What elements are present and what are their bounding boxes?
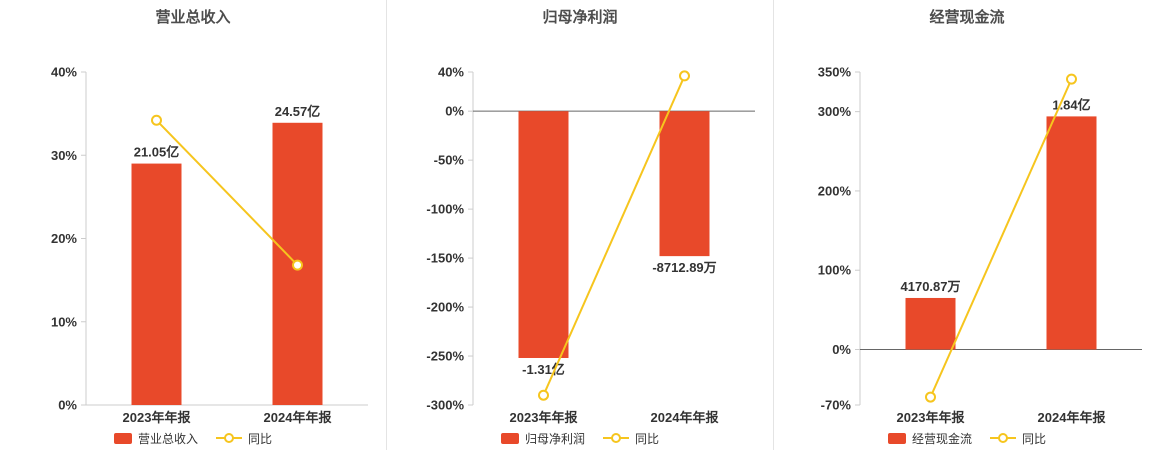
- svg-text:-1.31亿: -1.31亿: [522, 362, 565, 377]
- cash-flow-chart-legend: 经营现金流 同比: [774, 426, 1160, 450]
- revenue-chart-legend: 营业总收入 同比: [0, 426, 386, 450]
- svg-text:-50%: -50%: [434, 153, 465, 168]
- svg-text:2024年年报: 2024年年报: [651, 410, 720, 425]
- line-series-label: 同比: [248, 431, 273, 446]
- line-series-swatch-icon: [216, 433, 242, 444]
- svg-text:2023年年报: 2023年年报: [510, 410, 579, 425]
- bar-series-swatch-icon: [887, 432, 906, 444]
- svg-text:20%: 20%: [51, 231, 77, 246]
- svg-text:-100%: -100%: [426, 202, 464, 217]
- svg-text:40%: 40%: [51, 65, 77, 80]
- chart-title-cash-flow: 经营现金流: [929, 9, 1005, 26]
- chart-panel-net-profit: 归母净利润 40% 0% -50% -100% -150% -200% -250% -300%…: [386, 0, 773, 450]
- svg-text:21.05亿: 21.05亿: [134, 145, 180, 160]
- cash-flow-chart-plot: 350%300%200%100%0%-70%4170.87万1.84亿2023年…: [818, 65, 1142, 425]
- bar-series-swatch-icon: [113, 432, 132, 444]
- bar-series-label: 经营现金流: [911, 431, 972, 446]
- legend-item-bar[interactable]: 经营现金流: [887, 430, 972, 447]
- svg-text:0%: 0%: [445, 104, 464, 119]
- line-series-swatch-icon: [990, 433, 1016, 444]
- net-profit-chart-legend: 归母净利润 同比: [387, 426, 773, 450]
- line-series-swatch-icon: [603, 433, 629, 444]
- svg-text:2023年年报: 2023年年报: [897, 410, 966, 425]
- chart-panel-cash-flow: 经营现金流 350% 300% 200% 100% 0% -70% 4170.87万 1.84…: [773, 0, 1160, 450]
- svg-text:24.57亿: 24.57亿: [275, 104, 321, 119]
- svg-text:2024年年报: 2024年年报: [1038, 410, 1107, 425]
- svg-text:350%: 350%: [818, 65, 852, 80]
- svg-text:-250%: -250%: [426, 349, 464, 364]
- legend-item-line[interactable]: 同比: [603, 430, 659, 447]
- svg-text:100%: 100%: [818, 263, 852, 278]
- net-profit-chart-plot: 40% 0% -50% -100% -150% -200% -250% -300% -1.31亿…: [426, 65, 755, 425]
- svg-text:30%: 30%: [51, 148, 77, 163]
- svg-text:300%: 300%: [818, 104, 852, 119]
- svg-text:-200%: -200%: [426, 300, 464, 315]
- svg-text:200%: 200%: [818, 183, 852, 198]
- svg-text:-150%: -150%: [426, 251, 464, 266]
- legend-item-bar[interactable]: 归母净利润: [500, 430, 585, 447]
- legend-item-line[interactable]: 同比: [990, 430, 1046, 447]
- svg-text:4170.87万: 4170.87万: [901, 279, 961, 294]
- bar-series-label: 营业总收入: [137, 431, 198, 446]
- line-series-label: 同比: [1022, 431, 1047, 446]
- bar-series-swatch-icon: [500, 432, 519, 444]
- chart-panel-revenue: 营业总收入 0% 10% 20% 30% 40% 21.05亿 24.57亿 2023年年报 2…: [0, 0, 386, 450]
- svg-text:-300%: -300%: [426, 398, 464, 413]
- chart-title-net-profit: 归母净利润: [542, 9, 618, 26]
- bar-series-label: 归母净利润: [524, 431, 585, 446]
- svg-text:2024年年报: 2024年年报: [264, 410, 333, 425]
- svg-text:-70%: -70%: [821, 398, 852, 413]
- chart-title-revenue: 营业总收入: [155, 9, 231, 26]
- svg-text:0%: 0%: [58, 398, 77, 413]
- svg-text:2023年年报: 2023年年报: [123, 410, 192, 425]
- svg-text:-8712.89万: -8712.89万: [652, 260, 716, 275]
- legend-item-bar[interactable]: 营业总收入: [113, 430, 198, 447]
- legend-item-line[interactable]: 同比: [216, 430, 272, 447]
- svg-text:10%: 10%: [51, 314, 77, 329]
- revenue-chart-plot: 0% 10% 20% 30% 40% 21.05亿 24.57亿 2023年年报 2024年年报: [51, 65, 368, 425]
- line-series-label: 同比: [635, 431, 660, 446]
- svg-text:40%: 40%: [438, 65, 464, 80]
- svg-text:0%: 0%: [832, 342, 851, 357]
